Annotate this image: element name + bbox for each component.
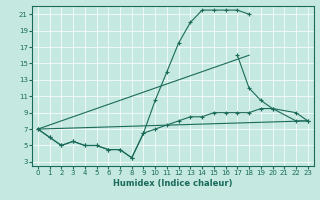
X-axis label: Humidex (Indice chaleur): Humidex (Indice chaleur) [113,179,233,188]
